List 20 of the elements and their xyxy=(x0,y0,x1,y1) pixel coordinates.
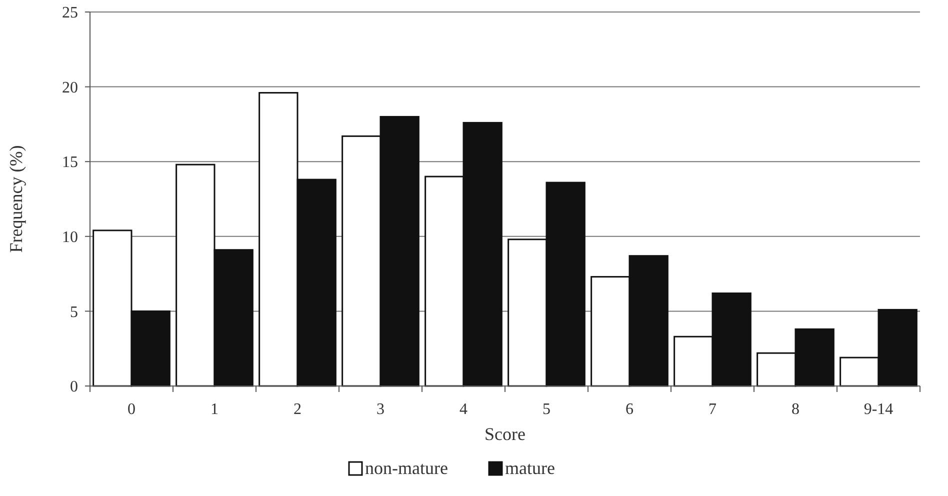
x-tick-label: 1 xyxy=(210,401,218,418)
x-tick-label: 4 xyxy=(460,401,468,418)
y-tick-label: 20 xyxy=(62,79,78,96)
x-tick-label: 0 xyxy=(128,401,136,418)
x-tick-label: 8 xyxy=(792,401,800,418)
x-tick-label: 3 xyxy=(376,401,384,418)
legend-label: mature xyxy=(505,458,555,478)
y-tick-label: 5 xyxy=(70,304,78,321)
x-tick-label: 5 xyxy=(542,401,550,418)
x-tick-label: 7 xyxy=(708,401,716,418)
x-axis-title: Score xyxy=(484,424,526,444)
y-tick-label: 25 xyxy=(62,4,78,22)
legend-label: non-mature xyxy=(365,458,448,478)
y-tick-label: 10 xyxy=(62,229,78,246)
y-tick-label: 15 xyxy=(62,154,78,172)
x-tick-label: 2 xyxy=(294,401,302,418)
x-tick-label: 9-14 xyxy=(864,401,894,418)
y-axis-title: Frequency (%) xyxy=(6,145,26,253)
x-tick-label: 6 xyxy=(626,401,634,418)
y-tick-label: 0 xyxy=(70,378,78,396)
